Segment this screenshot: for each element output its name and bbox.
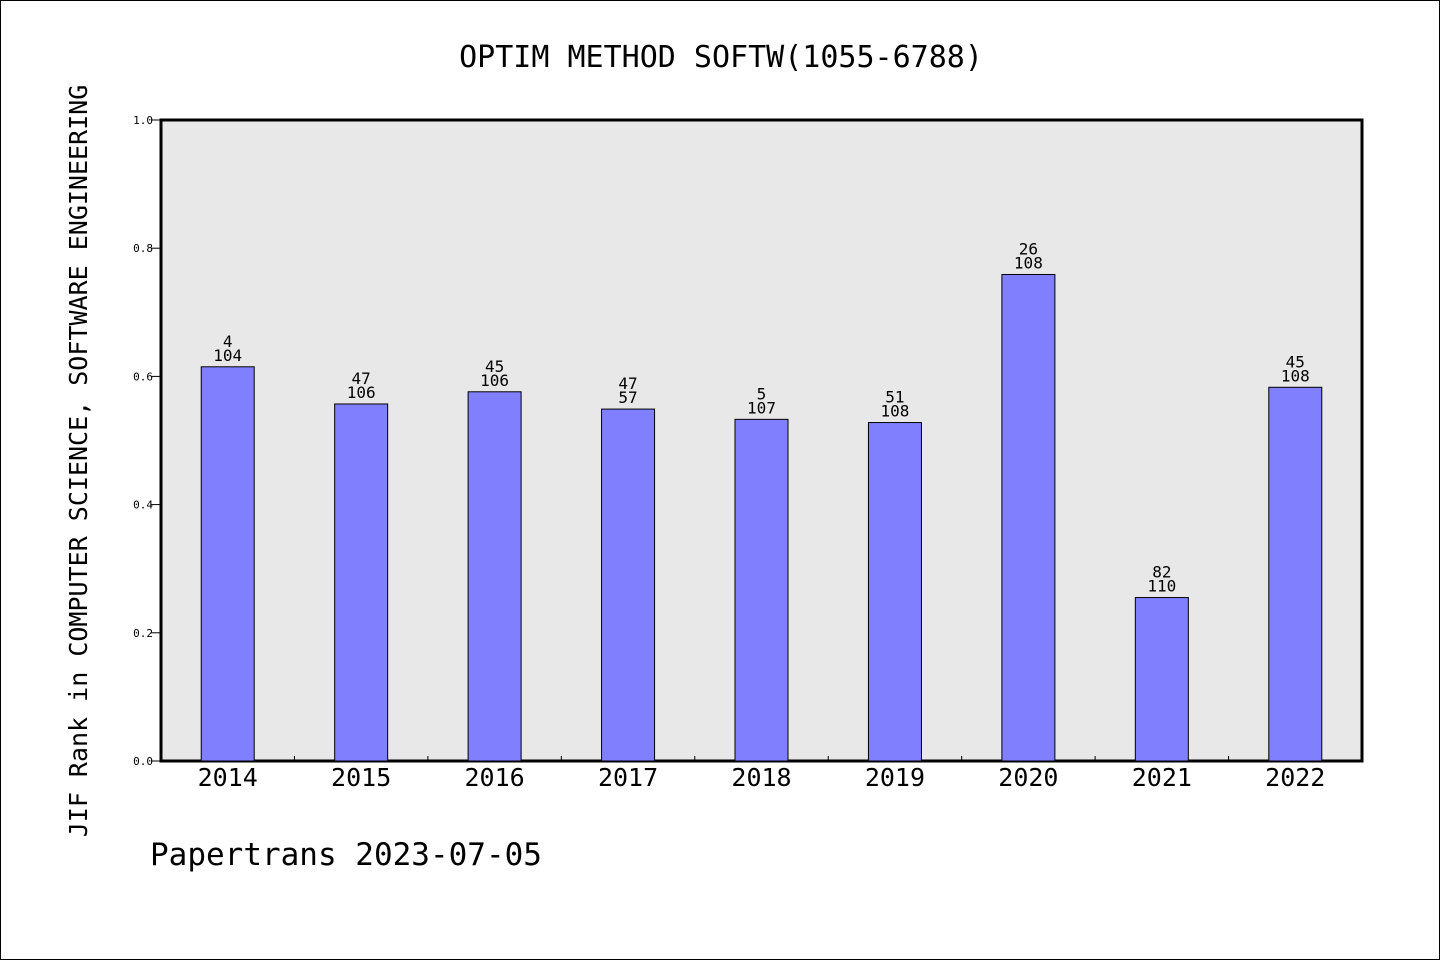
bar-rank-label: 82	[1152, 563, 1171, 582]
bar-rank-label: 51	[885, 388, 904, 407]
bar-rank-label: 4	[223, 332, 233, 351]
x-tick-label: 2019	[865, 763, 925, 792]
x-tick-label: 2017	[598, 763, 658, 792]
bar-rank-label: 47	[618, 374, 637, 393]
bar-total-label: 108	[1281, 366, 1310, 385]
x-tick-label: 2015	[331, 763, 391, 792]
bar-rank-label: 26	[1019, 239, 1038, 258]
bar-total-label: 108	[1014, 253, 1043, 272]
bar-total-label: 110	[1147, 577, 1176, 596]
y-tick-label: 1.0	[133, 114, 153, 127]
x-tick-label: 2018	[731, 763, 791, 792]
bar	[734, 418, 789, 762]
bar-total-label: 106	[480, 371, 509, 390]
bar-total-label: 106	[347, 383, 376, 402]
y-tick-label: 0.0	[133, 755, 153, 768]
bar-rank-label: 47	[352, 369, 371, 388]
bar	[601, 408, 656, 762]
x-tick-label: 2022	[1265, 763, 1325, 792]
bar-rank-label: 45	[1286, 352, 1305, 371]
bar	[334, 403, 389, 762]
x-tick-label: 2016	[465, 763, 525, 792]
source-footer: Papertrans 2023-07-05	[150, 837, 542, 873]
bar-total-label: 108	[880, 402, 909, 421]
y-axis: 0.0 0.2 0.4 0.6 0.8 1.0	[133, 114, 161, 768]
bar	[467, 391, 522, 762]
chart-title: OPTIM METHOD SOFTW(1055-6788)	[459, 40, 983, 75]
y-axis-label: JIF Rank in COMPUTER SCIENCE, SOFTWARE E…	[64, 85, 93, 838]
bar-rank-label: 5	[757, 384, 767, 403]
bar	[1134, 597, 1189, 762]
y-tick-label: 0.4	[133, 499, 153, 512]
bar	[1268, 386, 1323, 762]
bars-layer	[200, 273, 1323, 762]
bar-rank-label: 45	[485, 357, 504, 376]
bar-total-label: 107	[747, 398, 776, 417]
bar	[1001, 273, 1056, 762]
x-axis: 2014 2015 2016 2017 2018 2019 2020 2021 2022	[198, 756, 1325, 792]
x-tick-label: 2020	[998, 763, 1058, 792]
y-tick-label: 0.8	[133, 242, 153, 255]
x-tick-label: 2021	[1132, 763, 1192, 792]
bar	[200, 366, 255, 762]
y-tick-label: 0.6	[133, 370, 153, 383]
y-tick-label: 0.2	[133, 627, 153, 640]
bar	[867, 422, 922, 762]
bar-total-label: 57	[618, 388, 637, 407]
x-tick-label: 2014	[198, 763, 258, 792]
bar-total-label: 104	[213, 346, 242, 365]
